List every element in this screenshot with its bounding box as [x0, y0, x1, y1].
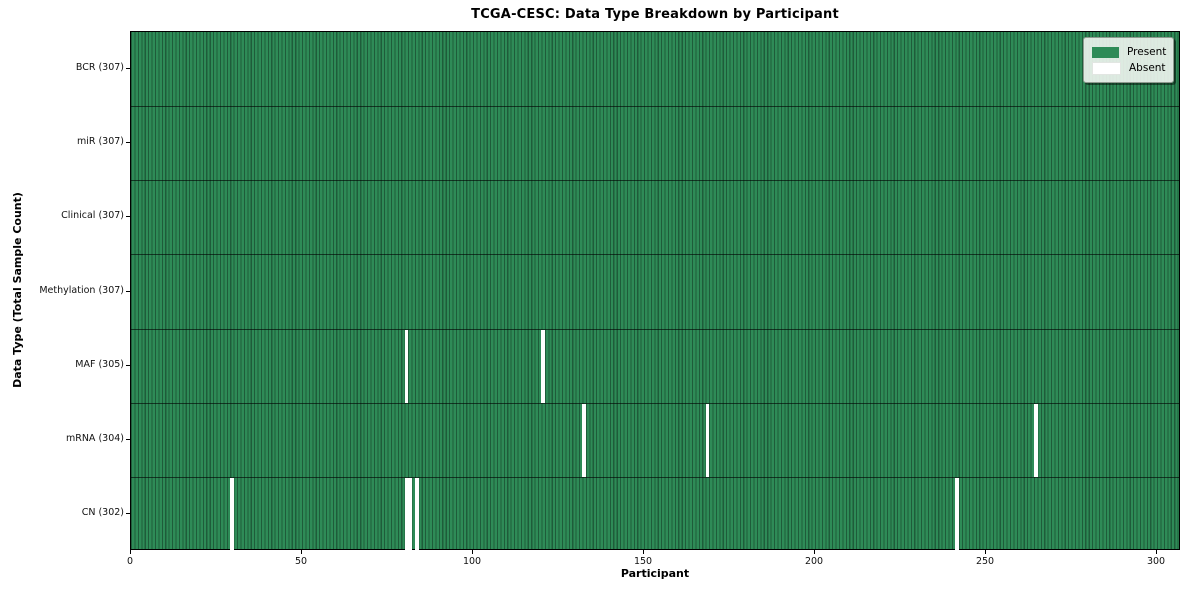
row-mir — [131, 106, 1179, 180]
x-tick-label-200: 200 — [804, 556, 824, 567]
y-tick-label-methylation: Methylation (307) — [39, 284, 124, 296]
row-clinical — [131, 180, 1179, 254]
legend-present-label: Present — [1127, 46, 1167, 58]
y-tick-label-mir: miR (307) — [76, 136, 124, 148]
absent-gap — [408, 477, 412, 551]
absent-gap — [582, 403, 587, 477]
absent-gap — [955, 477, 959, 551]
plot-area — [130, 31, 1180, 551]
x-tick-mark — [1156, 550, 1158, 554]
absent-swatch-icon — [1092, 61, 1121, 75]
x-tick-label-250: 250 — [975, 556, 995, 567]
x-tick-mark — [301, 550, 302, 554]
absent-gap — [541, 329, 546, 403]
x-tick-label-100: 100 — [462, 556, 482, 567]
y-tick-label-clinical: Clinical (307) — [61, 210, 124, 222]
x-tick-label-0: 0 — [126, 556, 134, 567]
y-tick-mark — [126, 142, 130, 144]
y-tick-mark — [126, 512, 130, 514]
row-mrna — [131, 402, 1179, 477]
y-tick-label-cn: CN (302) — [81, 506, 124, 518]
y-tick-mark — [126, 290, 130, 292]
y-tick-mark — [126, 216, 130, 218]
legend-absent-label: Absent — [1129, 62, 1166, 74]
present-swatch-icon — [1092, 46, 1119, 58]
absent-gap — [404, 477, 409, 551]
x-tick-mark — [472, 550, 474, 554]
legend-item-absent: Absent — [1092, 60, 1166, 76]
absent-gap — [1033, 403, 1038, 477]
row-bcr — [131, 32, 1179, 106]
y-tick-label-bcr: BCR (307) — [75, 62, 124, 74]
x-tick-mark — [985, 550, 987, 554]
x-axis-label: Participant — [620, 567, 690, 580]
x-tick-mark — [643, 550, 645, 554]
y-tick-label-maf: MAF (305) — [75, 358, 124, 370]
x-tick-label-300: 300 — [1146, 556, 1166, 567]
y-tick-mark — [126, 438, 130, 440]
y-tick-mark — [126, 68, 130, 70]
absent-gap — [705, 403, 710, 477]
absent-gap — [230, 477, 234, 551]
row-methylation — [131, 254, 1179, 328]
y-tick-label-mrna: mRNA (304) — [65, 432, 124, 444]
absent-gap — [414, 477, 419, 551]
row-maf — [131, 328, 1179, 403]
absent-gap — [404, 329, 409, 403]
x-tick-label-50: 50 — [294, 556, 308, 567]
legend: Present Absent — [1083, 37, 1174, 83]
x-tick-label-150: 150 — [633, 556, 653, 567]
x-tick-mark — [130, 550, 131, 554]
x-tick-mark — [814, 550, 816, 554]
chart-title: TCGA-CESC: Data Type Breakdown by Partic… — [471, 7, 839, 22]
y-tick-mark — [126, 364, 130, 366]
legend-item-present: Present — [1092, 44, 1167, 60]
row-cn — [131, 476, 1179, 551]
